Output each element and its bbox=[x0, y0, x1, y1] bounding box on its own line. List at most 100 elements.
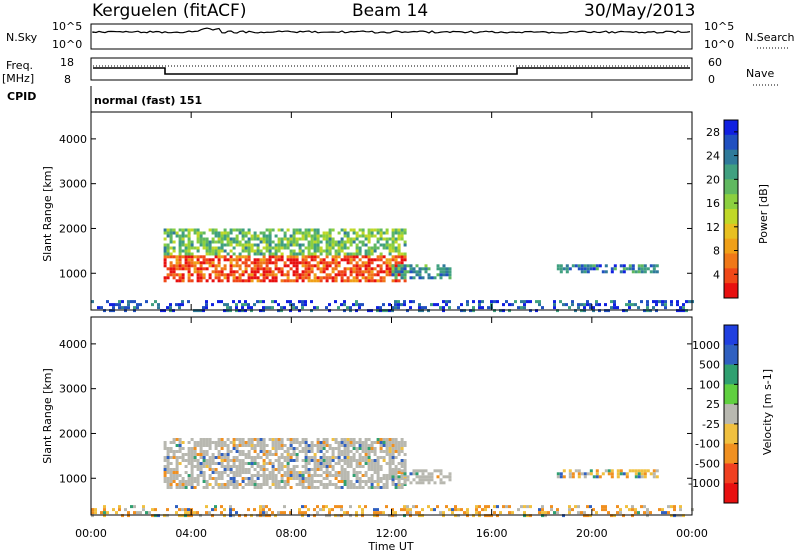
data-cell bbox=[256, 246, 260, 250]
data-cell bbox=[304, 468, 308, 471]
data-cell bbox=[232, 474, 236, 477]
data-cell bbox=[124, 508, 127, 512]
data-cell bbox=[622, 514, 625, 518]
data-cell bbox=[463, 511, 466, 515]
data-cell bbox=[196, 258, 200, 262]
data-cell bbox=[202, 255, 206, 259]
data-cell bbox=[277, 309, 280, 313]
data-cell bbox=[334, 438, 338, 441]
data-cell bbox=[292, 306, 295, 310]
data-cell bbox=[445, 267, 449, 271]
data-cell bbox=[604, 264, 608, 268]
data-cell bbox=[295, 228, 299, 232]
data-cell bbox=[403, 303, 406, 307]
data-cell bbox=[214, 267, 218, 271]
data-cell bbox=[193, 264, 197, 268]
data-cell bbox=[403, 255, 407, 259]
colorbar-tick-label: -25 bbox=[702, 418, 720, 431]
data-cell bbox=[583, 514, 586, 518]
data-cell bbox=[130, 505, 133, 509]
data-cell bbox=[391, 279, 395, 283]
data-cell bbox=[256, 474, 260, 477]
data-cell bbox=[628, 300, 631, 304]
data-cell bbox=[325, 441, 329, 444]
data-cell bbox=[259, 447, 263, 450]
data-cell bbox=[220, 447, 224, 450]
data-cell bbox=[286, 459, 290, 462]
data-cell bbox=[199, 450, 203, 453]
data-cell bbox=[166, 462, 170, 465]
data-cell bbox=[172, 471, 176, 474]
data-cell bbox=[169, 231, 173, 235]
data-cell bbox=[361, 234, 365, 238]
data-cell bbox=[379, 468, 383, 471]
data-cell bbox=[646, 306, 649, 310]
data-cell bbox=[250, 483, 254, 486]
data-cell bbox=[268, 267, 272, 271]
data-cell bbox=[598, 475, 602, 479]
data-cell bbox=[265, 258, 269, 262]
data-cell bbox=[265, 462, 269, 465]
data-cell bbox=[232, 514, 235, 518]
data-cell bbox=[175, 267, 179, 271]
data-cell bbox=[292, 441, 296, 444]
data-cell bbox=[316, 468, 320, 471]
data-cell bbox=[274, 477, 278, 480]
data-cell bbox=[427, 309, 430, 313]
data-cell bbox=[349, 444, 353, 447]
data-cell bbox=[280, 267, 284, 271]
data-cell bbox=[307, 279, 311, 283]
data-cell bbox=[577, 303, 580, 307]
data-cell bbox=[172, 468, 176, 471]
data-cell bbox=[283, 264, 287, 268]
data-cell bbox=[379, 309, 382, 313]
data-cell bbox=[298, 276, 302, 280]
data-cell bbox=[385, 231, 389, 235]
data-cell bbox=[376, 456, 380, 459]
data-cell bbox=[682, 309, 685, 313]
data-cell bbox=[202, 276, 206, 280]
data-cell bbox=[286, 264, 290, 268]
data-cell bbox=[91, 508, 94, 512]
data-cell bbox=[202, 237, 206, 241]
data-cell bbox=[541, 505, 544, 509]
data-cell bbox=[403, 474, 407, 477]
data-cell bbox=[316, 480, 320, 483]
data-cell bbox=[370, 477, 374, 480]
data-cell bbox=[238, 273, 242, 277]
data-cell bbox=[370, 444, 374, 447]
data-cell bbox=[316, 444, 320, 447]
data-cell bbox=[571, 475, 575, 479]
data-cell bbox=[301, 483, 305, 486]
data-cell bbox=[364, 279, 368, 283]
data-cell bbox=[535, 300, 538, 304]
data-cell bbox=[271, 270, 275, 274]
data-cell bbox=[346, 267, 350, 271]
data-cell bbox=[175, 468, 179, 471]
data-cell bbox=[268, 477, 272, 480]
data-cell bbox=[277, 465, 281, 468]
data-cell bbox=[238, 255, 242, 259]
data-cell bbox=[166, 231, 170, 235]
data-cell bbox=[211, 462, 215, 465]
data-cell bbox=[367, 444, 371, 447]
data-cell bbox=[370, 486, 374, 489]
data-cell bbox=[244, 264, 248, 268]
data-cell bbox=[592, 306, 595, 310]
data-cell bbox=[655, 475, 659, 479]
data-cell bbox=[403, 258, 407, 262]
data-cell bbox=[202, 240, 206, 244]
data-cell bbox=[274, 249, 278, 253]
data-cell bbox=[409, 264, 413, 268]
data-cell bbox=[484, 508, 487, 512]
data-cell bbox=[400, 267, 404, 271]
data-cell bbox=[190, 240, 194, 244]
data-cell bbox=[646, 309, 649, 313]
data-cell bbox=[421, 309, 424, 313]
data-cell bbox=[304, 255, 308, 259]
data-cell bbox=[199, 279, 203, 283]
data-cell bbox=[241, 468, 245, 471]
data-cell bbox=[232, 486, 236, 489]
data-cell bbox=[301, 438, 305, 441]
data-cell bbox=[394, 438, 398, 441]
